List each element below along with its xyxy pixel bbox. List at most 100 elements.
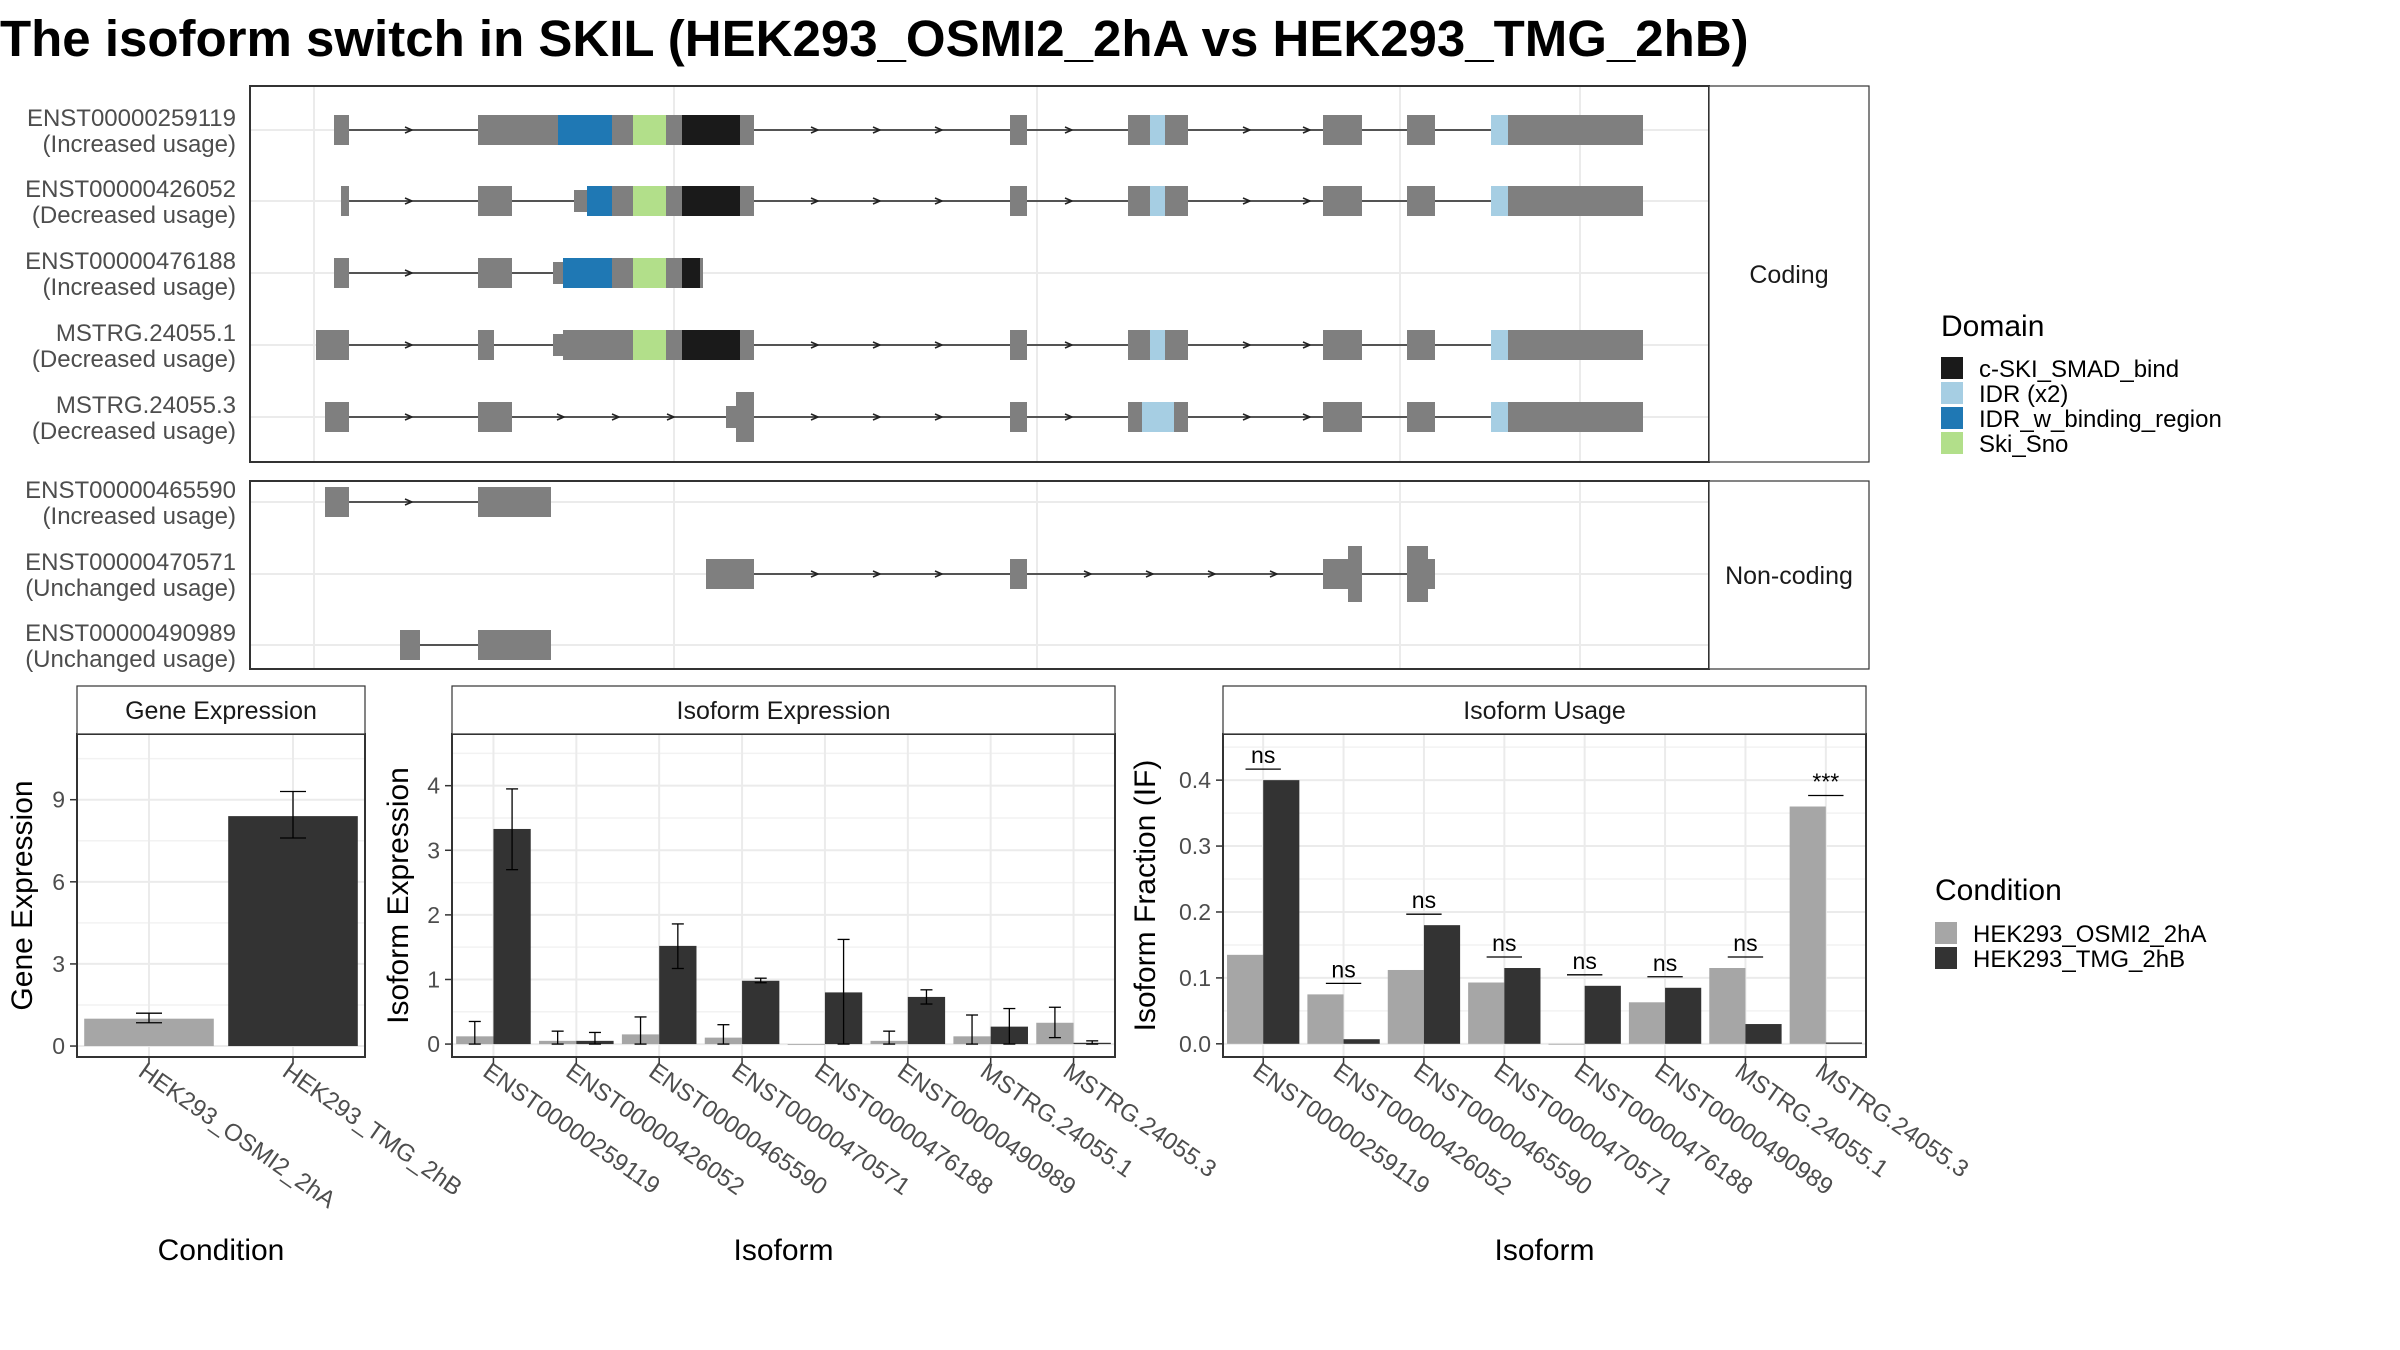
- exon-block: [1323, 186, 1362, 216]
- panel-strip: [451, 685, 1116, 735]
- x-axis-title: Isoform: [1494, 1234, 1594, 1267]
- bar: [1423, 925, 1461, 1044]
- domain-idr: [1150, 186, 1165, 216]
- domain-smad-bind: [682, 258, 700, 288]
- intron-arrow: [810, 413, 820, 421]
- exon-block: [478, 186, 512, 216]
- exon-block: [341, 186, 349, 216]
- exon-block: [612, 186, 633, 216]
- intron-arrow: [810, 341, 820, 349]
- bar: [1628, 1002, 1666, 1044]
- domain-ski-sno: [633, 258, 666, 288]
- exon-block: [1323, 330, 1362, 360]
- exon-block: [612, 258, 633, 288]
- transcript-structure-panel: CodingNon-codingENST00000259119(Increase…: [25, 85, 1870, 673]
- exon-block: [1323, 115, 1362, 145]
- intron-arrow: [611, 413, 621, 421]
- x-tick-label: MSTRG.24055.3: [1058, 1058, 1221, 1183]
- bar: [1709, 968, 1746, 1044]
- intron-arrow: [1064, 126, 1074, 134]
- intron-arrow: [404, 413, 414, 421]
- intron-arrow: [872, 197, 882, 205]
- domain-idr-binding: [587, 186, 612, 216]
- y-tick-label: 4: [427, 773, 440, 799]
- bar: [787, 1044, 825, 1045]
- y-tick-label: 0.3: [1179, 833, 1211, 859]
- intron-arrow: [934, 197, 944, 205]
- legend-title: Domain: [1941, 310, 2044, 343]
- panel-title: Isoform Usage: [1463, 697, 1626, 725]
- domain-idr: [1491, 330, 1508, 360]
- exon-block: [740, 115, 754, 145]
- domain-idr-binding: [563, 258, 612, 288]
- intron-arrow: [810, 197, 820, 205]
- legend-key: [1941, 432, 1963, 454]
- bar: [1745, 1024, 1782, 1044]
- transcript-usage-label: (Decreased usage): [32, 346, 236, 373]
- significance-label: ***: [1812, 769, 1839, 795]
- exon-block: [1407, 115, 1435, 145]
- facet-strip: [1708, 85, 1870, 463]
- exon-block: [478, 487, 551, 517]
- isoform-usage-panel: ns ns ns ns ns ns ns *** Isoform Usage 0.0 0.1 0.2 0…: [1129, 685, 1973, 1267]
- facet-strip: [1708, 480, 1870, 670]
- intron-arrow: [872, 413, 882, 421]
- exon-block: [1010, 402, 1027, 432]
- exon-block: [1522, 330, 1643, 360]
- bar: [1504, 968, 1541, 1044]
- intron-arrow: [934, 413, 944, 421]
- x-axis-title: Condition: [158, 1234, 285, 1267]
- panel-strip: [76, 685, 366, 735]
- intron-arrow: [1242, 126, 1252, 134]
- exon-block: [1323, 402, 1362, 432]
- intron-arrow: [934, 570, 944, 578]
- domain-idr: [1491, 402, 1508, 432]
- intron-arrow: [404, 126, 414, 134]
- transcript-usage-label: (Increased usage): [43, 274, 236, 301]
- plot-bg: [452, 734, 1115, 1057]
- exon-block: [666, 115, 682, 145]
- intron-arrow: [1302, 341, 1312, 349]
- exon-block: [1522, 186, 1643, 216]
- transcript-usage-label: (Unchanged usage): [25, 646, 236, 673]
- exon-block: [1407, 546, 1428, 602]
- domain-smad-bind: [682, 186, 740, 216]
- exon-block: [1165, 330, 1188, 360]
- y-axis-title: Isoform Expression: [382, 767, 415, 1024]
- exon-block: [553, 262, 563, 284]
- domain-smad-bind: [682, 115, 740, 145]
- domain-idr: [1491, 115, 1508, 145]
- bar: [742, 980, 780, 1045]
- exon-block: [1428, 559, 1435, 589]
- exon-block: [1128, 186, 1150, 216]
- exon-block: [1010, 115, 1027, 145]
- bar: [1387, 969, 1424, 1044]
- intron-arrow: [1064, 413, 1074, 421]
- exon-block: [1128, 115, 1150, 145]
- domain-idr-binding: [558, 115, 612, 145]
- intron-arrow: [1064, 341, 1074, 349]
- exon-block: [574, 190, 587, 212]
- legend-label: IDR (x2): [1979, 381, 2068, 408]
- exon-block: [1128, 402, 1142, 432]
- exon-block: [1174, 402, 1188, 432]
- y-tick-label: 9: [52, 787, 65, 813]
- exon-block: [334, 258, 349, 288]
- intron-arrow: [1242, 341, 1252, 349]
- legend-key: [1935, 922, 1957, 944]
- intron-arrow: [872, 341, 882, 349]
- bar: [1468, 982, 1505, 1044]
- y-axis-title: Isoform Fraction (IF): [1129, 760, 1162, 1032]
- bar: [1584, 985, 1621, 1044]
- domain-idr: [1150, 115, 1165, 145]
- exon-block: [1508, 330, 1522, 360]
- transcript-label: ENST00000259119: [27, 105, 236, 132]
- intron-arrow: [1302, 197, 1312, 205]
- legend-key: [1941, 382, 1963, 404]
- y-tick-label: 6: [52, 869, 65, 895]
- y-tick-label: 3: [52, 951, 65, 977]
- exon-block: [400, 630, 420, 660]
- domain-idr: [1142, 402, 1174, 432]
